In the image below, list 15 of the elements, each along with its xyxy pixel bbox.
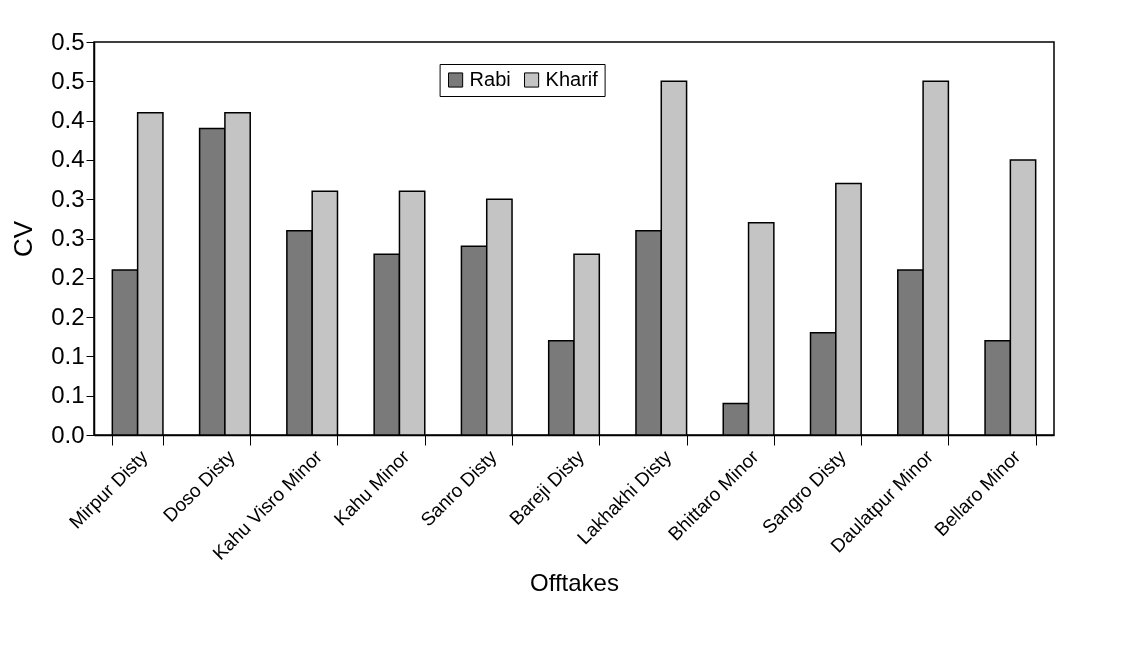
- y-tick-label: 0.0: [51, 420, 85, 448]
- y-tick-label: 0.2: [51, 302, 85, 330]
- y-tick-label: 0.1: [51, 341, 85, 369]
- y-tick-label: 0.3: [51, 224, 85, 251]
- y-tick-label: 0.5: [51, 27, 85, 55]
- legend-label: Rabi: [469, 68, 511, 90]
- y-tick-label: 0.2: [51, 263, 85, 291]
- y-tick-label: 0.1: [51, 381, 85, 409]
- y-tick-label: 0.4: [51, 145, 85, 173]
- y-tick-label: 0.5: [51, 66, 85, 94]
- y-tick-label: 0.3: [51, 184, 85, 212]
- y-axis-title: CV: [8, 220, 39, 258]
- x-axis-title: Offtakes: [530, 568, 619, 596]
- y-tick-label: 0.4: [51, 106, 85, 134]
- legend-label: Kharif: [545, 68, 599, 90]
